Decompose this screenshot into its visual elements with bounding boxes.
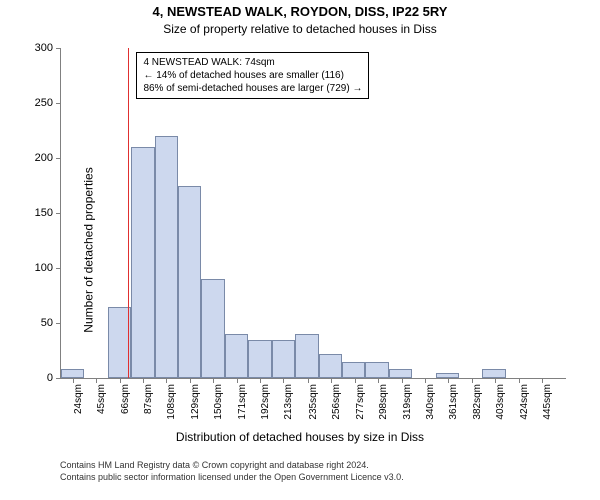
chart-title: 4, NEWSTEAD WALK, ROYDON, DISS, IP22 5RY: [0, 4, 600, 19]
footer-line-2: Contains public sector information licen…: [60, 472, 404, 484]
x-tick-label: 66sqm: [120, 384, 131, 414]
legend-line3: 86% of semi-detached houses are larger (…: [143, 82, 362, 95]
histogram-bar: [365, 362, 388, 379]
x-tick: [120, 378, 121, 383]
x-axis-label: Distribution of detached houses by size …: [0, 430, 600, 444]
x-tick-label: 424sqm: [519, 384, 530, 420]
x-tick-label: 213sqm: [283, 384, 294, 420]
histogram-bar: [342, 362, 365, 379]
histogram-bar: [225, 334, 248, 378]
x-tick-label: 87sqm: [143, 384, 154, 414]
y-tick-label: 0: [47, 372, 53, 384]
histogram-bar: [272, 340, 295, 379]
x-tick: [495, 378, 496, 383]
y-tick: [56, 213, 61, 214]
x-tick: [448, 378, 449, 383]
x-tick: [331, 378, 332, 383]
x-tick: [308, 378, 309, 383]
plot-area: 05010015020025030024sqm45sqm66sqm87sqm10…: [60, 48, 566, 379]
y-tick-label: 150: [35, 207, 53, 219]
histogram-bar: [436, 373, 459, 379]
x-tick-label: 24sqm: [73, 384, 84, 414]
x-tick-label: 361sqm: [448, 384, 459, 420]
x-tick: [237, 378, 238, 383]
histogram-bar: [248, 340, 271, 379]
x-tick: [355, 378, 356, 383]
x-tick-label: 277sqm: [355, 384, 366, 420]
x-tick: [96, 378, 97, 383]
x-tick: [402, 378, 403, 383]
x-tick-label: 235sqm: [308, 384, 319, 420]
y-tick: [56, 323, 61, 324]
legend-line2: ← 14% of detached houses are smaller (11…: [143, 69, 362, 82]
x-tick: [166, 378, 167, 383]
x-tick: [519, 378, 520, 383]
x-tick-label: 319sqm: [402, 384, 413, 420]
x-tick-label: 150sqm: [213, 384, 224, 420]
x-tick: [73, 378, 74, 383]
histogram-bar: [131, 147, 154, 378]
x-tick: [143, 378, 144, 383]
histogram-bar: [389, 369, 412, 378]
chart-page: { "title": "4, NEWSTEAD WALK, ROYDON, DI…: [0, 0, 600, 500]
x-tick-label: 129sqm: [190, 384, 201, 420]
histogram-bar: [319, 354, 342, 378]
x-tick: [472, 378, 473, 383]
x-tick: [190, 378, 191, 383]
x-tick-label: 45sqm: [96, 384, 107, 414]
x-tick-label: 256sqm: [331, 384, 342, 420]
y-tick-label: 50: [41, 317, 53, 329]
x-tick-label: 108sqm: [166, 384, 177, 420]
x-tick-label: 192sqm: [260, 384, 271, 420]
y-tick: [56, 48, 61, 49]
footer-line-1: Contains HM Land Registry data © Crown c…: [60, 460, 404, 472]
histogram-bar: [482, 369, 505, 378]
x-tick: [542, 378, 543, 383]
y-tick: [56, 158, 61, 159]
x-tick: [283, 378, 284, 383]
property-marker-line: [128, 48, 129, 378]
histogram-bar: [61, 369, 84, 378]
y-tick-label: 300: [35, 42, 53, 54]
x-tick: [378, 378, 379, 383]
x-tick-label: 298sqm: [378, 384, 389, 420]
y-tick-label: 250: [35, 97, 53, 109]
x-tick-label: 445sqm: [542, 384, 553, 420]
x-tick-label: 403sqm: [495, 384, 506, 420]
histogram-bar: [155, 136, 178, 378]
x-tick: [213, 378, 214, 383]
y-tick-label: 200: [35, 152, 53, 164]
y-tick: [56, 378, 61, 379]
y-tick: [56, 268, 61, 269]
histogram-bar: [201, 279, 224, 378]
y-tick-label: 100: [35, 262, 53, 274]
histogram-bar: [295, 334, 318, 378]
y-tick: [56, 103, 61, 104]
histogram-bar: [178, 186, 201, 379]
x-tick-label: 382sqm: [472, 384, 483, 420]
x-tick-label: 171sqm: [237, 384, 248, 420]
x-tick: [425, 378, 426, 383]
legend-line1: 4 NEWSTEAD WALK: 74sqm: [143, 56, 362, 69]
legend-box: 4 NEWSTEAD WALK: 74sqm← 14% of detached …: [136, 52, 369, 99]
chart-subtitle: Size of property relative to detached ho…: [0, 22, 600, 36]
footer-text: Contains HM Land Registry data © Crown c…: [60, 460, 404, 483]
x-tick: [260, 378, 261, 383]
x-tick-label: 340sqm: [425, 384, 436, 420]
